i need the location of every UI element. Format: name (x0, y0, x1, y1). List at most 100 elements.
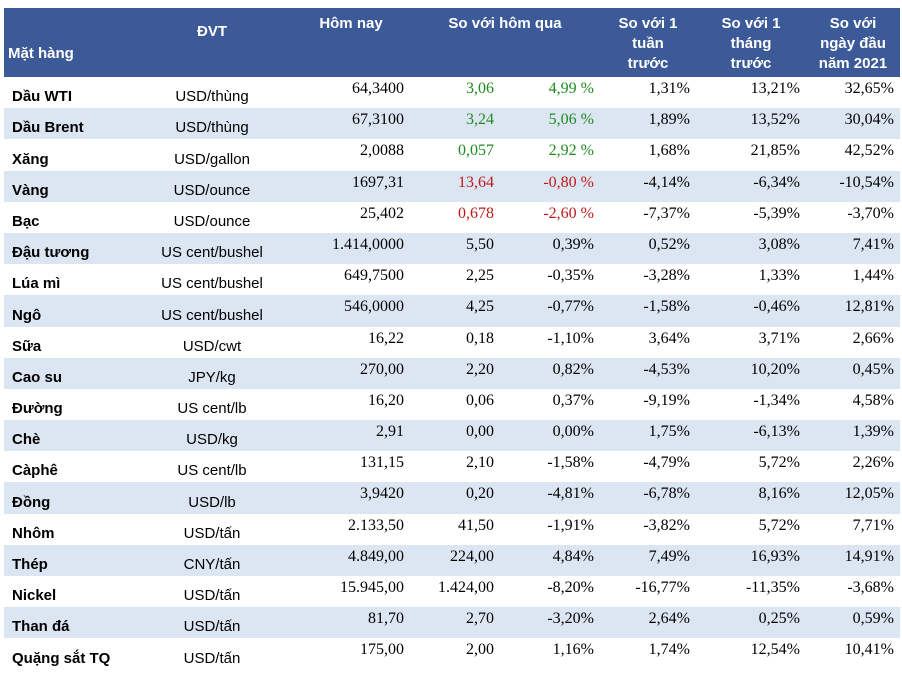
change-vs-yesterday-abs: 41,50 (458, 516, 494, 534)
change-vs-week: -6,78% (600, 482, 696, 514)
change-vs-week: 1,74% (648, 641, 690, 659)
change-vs-yesterday-abs: 2,10 (466, 454, 494, 472)
change-vs-week: -4,53% (600, 357, 696, 389)
change-vs-yesterday-abs: 0,06 (466, 391, 494, 409)
change-vs-yesterday-pct: 0,37% (552, 391, 594, 409)
price-today: 25,402 (360, 204, 404, 222)
table-row: Bạc USD/ounce 25,402 0,678 -2,60 % -7,37% -5,3… (4, 202, 900, 233)
change-vs-yesterday-abs: 2,25 (466, 267, 494, 285)
price-today: 546,0000 (292, 295, 410, 327)
change-vs-month: 12,54% (750, 641, 800, 659)
header-row: Mặt hàng ĐVT Hôm nay So với hôm qua So v… (4, 8, 900, 77)
commodity-name: Dầu Brent (4, 108, 132, 140)
commodity-price-table: Mặt hàng ĐVT Hôm nay So với hôm qua So v… (4, 8, 900, 670)
commodity-unit: USD/tấn (183, 587, 241, 605)
change-vs-year-start: 1,39% (806, 420, 900, 452)
change-vs-yesterday-abs: 2,70 (410, 607, 500, 639)
change-vs-month: 10,20% (696, 357, 806, 389)
change-vs-week: -3,82% (643, 516, 690, 534)
commodity-name: Thép (4, 544, 132, 576)
change-vs-month: -1,34% (753, 391, 800, 409)
change-vs-yesterday-pct: 4,84% (500, 544, 600, 576)
change-vs-year-start: -3,68% (847, 579, 894, 596)
price-today: 15.945,00 (340, 579, 404, 596)
change-vs-yesterday-pct: -2,60 % (543, 204, 594, 222)
table-row: Quặng sắt TQ USD/tấn 175,00 2,00 1,16% 1,74% 1… (4, 638, 900, 669)
change-vs-month: -0,46% (696, 295, 806, 327)
change-vs-yesterday-pct: -0,35% (547, 267, 594, 285)
header-vs-week-line1: So với 1 (618, 15, 678, 32)
commodity-unit: USD/lb (132, 482, 292, 514)
table-row: Sữa USD/cwt 16,22 0,18 -1,10% 3,64% 3,71% 2,66% (4, 327, 900, 358)
header-vs-yesterday: So với hôm qua (410, 8, 600, 77)
change-vs-yesterday-abs: 3,06 (466, 80, 494, 97)
price-today: 2,0088 (360, 142, 404, 160)
change-vs-year-start: 10,41% (844, 641, 894, 659)
change-vs-month: 3,08% (696, 232, 806, 265)
price-today: 175,00 (360, 641, 404, 659)
clipped-caption-strip (0, 0, 902, 8)
change-vs-yesterday-pct: -0,77% (500, 295, 600, 327)
change-vs-yesterday-abs: 224,00 (410, 544, 500, 576)
header-vs-week-line2: tuần (632, 35, 664, 52)
table-row: Lúa mì US cent/bushel 649,7500 2,25 -0,35% -3… (4, 264, 900, 295)
change-vs-yesterday-pct: 0,39% (500, 232, 600, 265)
change-vs-yesterday-pct: 2,92 % (548, 142, 594, 160)
change-vs-year-start: 4,58% (852, 391, 894, 409)
commodity-unit: USD/thùng (132, 108, 292, 140)
commodity-unit: US cent/bushel (132, 232, 292, 265)
commodity-name: Đậu tương (4, 232, 132, 265)
table-row: Cao su JPY/kg 270,00 2,20 0,82% -4,53% 10,20% 0… (4, 357, 900, 389)
table-row: Dầu Brent USD/thùng 67,3100 3,24 5,06 % 1,89%… (4, 108, 900, 140)
change-vs-week: -4,79% (643, 454, 690, 472)
table-row: Dầu WTI USD/thùng 64,3400 3,06 4,99 % 1,31% 13… (4, 77, 900, 108)
table-row: Xăng USD/gallon 2,0088 0,057 2,92 % 1,68% 21,8… (4, 139, 900, 170)
change-vs-year-start: 0,59% (806, 607, 900, 639)
price-today: 64,3400 (352, 80, 404, 97)
commodity-unit: USD/kg (132, 420, 292, 452)
commodity-unit: USD/thùng (175, 88, 249, 106)
commodity-unit: USD/tấn (132, 607, 292, 639)
table-row: Than đá USD/tấn 81,70 2,70 -3,20% 2,64% 0,25% 0… (4, 607, 900, 639)
change-vs-yesterday-abs: 5,50 (410, 232, 500, 265)
table-row: Càphê US cent/lb 131,15 2,10 -1,58% -4,79% 5,7… (4, 451, 900, 482)
change-vs-yesterday-pct: 4,99 % (548, 80, 594, 97)
change-vs-year-start: -3,70% (847, 204, 894, 222)
header-vs-month-line2: tháng (730, 35, 772, 52)
price-today: 2,91 (292, 420, 410, 452)
commodity-unit: CNY/tấn (132, 544, 292, 576)
commodity-name: Vàng (4, 170, 132, 202)
change-vs-month: 5,72% (758, 516, 800, 534)
table-row: Đường US cent/lb 16,20 0,06 0,37% -9,19% -1,34… (4, 389, 900, 420)
header-vs-year-line2: ngày đầu (820, 35, 886, 52)
change-vs-yesterday-abs: 0,20 (410, 482, 500, 514)
commodity-unit: USD/cwt (182, 337, 242, 355)
change-vs-yesterday-abs: 0,057 (458, 142, 494, 160)
commodity-name: Chè (4, 420, 132, 452)
commodity-name: Sữa (12, 337, 42, 355)
table-row: Vàng USD/ounce 1697,31 13,64 -0,80 % -4,14% -6… (4, 170, 900, 202)
price-today: 81,70 (292, 607, 410, 639)
change-vs-week: -1,58% (600, 295, 696, 327)
change-vs-month: -5,39% (753, 204, 800, 222)
price-today: 16,22 (368, 329, 404, 347)
change-vs-week: 1,89% (600, 108, 696, 140)
price-today: 4.849,00 (292, 544, 410, 576)
change-vs-yesterday-abs: 2,00 (466, 641, 494, 659)
change-vs-yesterday-pct: 1,16% (552, 641, 594, 659)
price-today: 16,20 (368, 391, 404, 409)
change-vs-month: 8,16% (696, 482, 806, 514)
change-vs-year-start: 1,44% (852, 267, 894, 285)
commodity-name: Bạc (12, 212, 40, 230)
header-vs-year-line3: năm 2021 (818, 55, 888, 72)
price-today: 2.133,50 (348, 516, 404, 534)
change-vs-yesterday-pct: -3,20% (500, 607, 600, 639)
commodity-name: Than đá (4, 607, 132, 639)
commodity-unit: US cent/bushel (161, 275, 263, 293)
change-vs-yesterday-abs: 0,18 (466, 329, 494, 347)
change-vs-month: 13,52% (696, 108, 806, 140)
header-vs-year-start: So với ngày đầu năm 2021 (806, 8, 900, 77)
commodity-name: Quặng sắt TQ (12, 649, 111, 667)
change-vs-yesterday-abs: 3,24 (410, 108, 500, 140)
commodity-name: Xăng (12, 150, 49, 168)
